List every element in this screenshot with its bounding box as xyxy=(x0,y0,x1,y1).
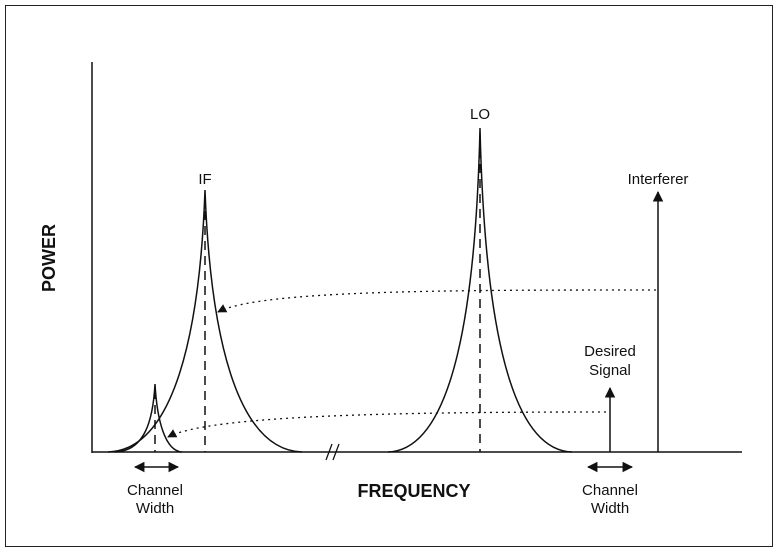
channel-width-label: Channel xyxy=(127,482,183,499)
desired-label: Signal xyxy=(589,362,631,379)
if-label: IF xyxy=(198,171,211,188)
channel-width-label: Width xyxy=(591,500,629,517)
peaks xyxy=(107,127,573,453)
lo-label: LO xyxy=(470,106,490,123)
channel-width-label: Channel xyxy=(582,482,638,499)
x-label: FREQUENCY xyxy=(357,481,470,501)
axis-break xyxy=(325,443,340,461)
dotted-mappings xyxy=(167,289,657,438)
interferer-label: Interferer xyxy=(628,171,689,188)
channel-width-label: Width xyxy=(136,500,174,517)
frame xyxy=(5,5,773,547)
desired-label: Desired xyxy=(584,343,636,360)
lo-peak xyxy=(387,127,573,453)
channel-peak xyxy=(114,383,183,453)
y-label: POWER xyxy=(39,224,59,292)
dashed-lines xyxy=(154,134,481,452)
